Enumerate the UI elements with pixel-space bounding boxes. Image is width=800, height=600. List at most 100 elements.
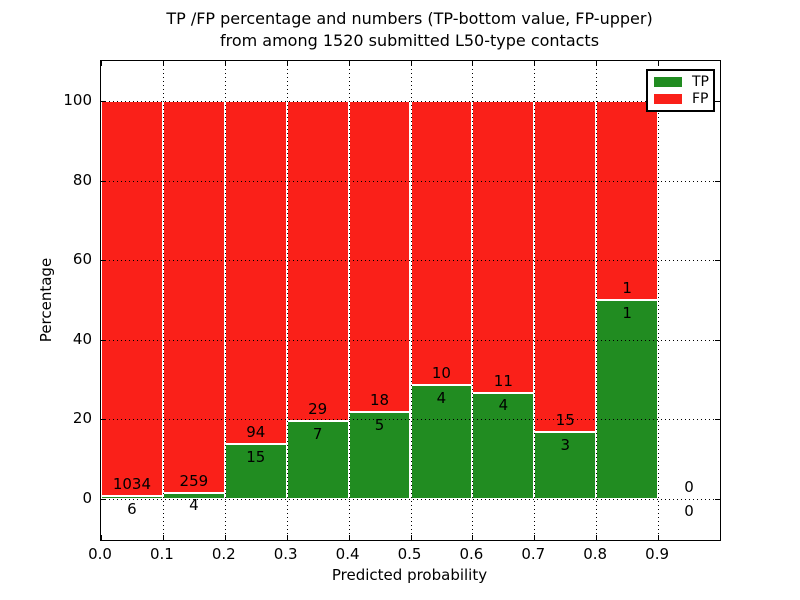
tick-mark-top: [348, 61, 350, 66]
tick-mark-left: [101, 260, 106, 262]
bar-count-label-tp: 5: [374, 415, 385, 434]
tick-mark-bottom: [348, 535, 350, 540]
y-tick-label: 40: [72, 329, 92, 348]
y-tick-label: 80: [72, 170, 92, 189]
gridline-vertical: [162, 61, 164, 540]
tick-mark-left: [101, 180, 106, 182]
tick-mark-left: [101, 498, 106, 500]
bar-count-label-fp: 94: [246, 423, 266, 442]
gridline-vertical: [534, 61, 536, 540]
bar-count-label-tp: 7: [312, 425, 323, 444]
bars-layer: [101, 61, 720, 540]
bar-segment-fp: [286, 101, 349, 422]
bar-segment-fp: [472, 101, 535, 393]
x-tick-label: 0.0: [88, 545, 112, 563]
gridline-vertical: [286, 61, 288, 540]
y-tick-label: 0: [82, 488, 92, 507]
bar-count-label-tp: 4: [498, 396, 509, 415]
bar-count-label-fp: 259: [179, 471, 209, 490]
bar-count-label-tp: 6: [127, 500, 137, 519]
legend-row-tp: TP: [654, 74, 709, 91]
bar-count-label-fp: 15: [555, 411, 575, 430]
gridline-vertical: [224, 61, 226, 540]
bar-segment-fp: [162, 101, 225, 493]
bar-segment-tp: [224, 443, 287, 499]
tick-mark-right: [715, 419, 720, 421]
tick-mark-right: [715, 339, 720, 341]
x-tick-label: 0.9: [645, 545, 670, 563]
legend-row-fp: FP: [654, 90, 709, 107]
x-tick-label: 0.3: [273, 545, 298, 563]
bar-count-label-tp: 0: [684, 502, 694, 521]
tick-mark-top: [101, 61, 102, 66]
bar-count-label-fp: 1034: [112, 475, 152, 494]
tick-mark-left: [101, 419, 106, 421]
tick-mark-top: [162, 61, 164, 66]
tick-mark-top: [410, 61, 412, 66]
bar-labels-layer: 1034 6 259 4 94 15 29 7 18 5 10 4 11 4 15 3 1 1 0 0: [101, 61, 720, 540]
tick-mark-top: [658, 61, 660, 66]
x-tick-label: 0.4: [335, 545, 360, 563]
tick-mark-bottom: [410, 535, 412, 540]
bar-segment-fp: [534, 101, 597, 433]
x-tick-label: 0.5: [397, 545, 422, 563]
bar-segment-tp: [101, 496, 163, 499]
bar-count-label-tp: 4: [189, 496, 199, 515]
tick-mark-top: [534, 61, 536, 66]
tick-mark-bottom: [596, 535, 598, 540]
gridline-vertical: [596, 61, 598, 540]
tick-mark-top: [596, 61, 598, 66]
bar-count-label-tp: 15: [246, 447, 266, 466]
tick-mark-bottom: [534, 535, 536, 540]
legend-label-fp: FP: [692, 90, 709, 107]
tick-mark-right: [715, 101, 720, 103]
y-tick-label: 20: [72, 409, 92, 428]
bar-count-label-fp: 11: [493, 371, 513, 390]
tick-mark-right: [715, 260, 720, 262]
bar-count-label-tp: 1: [622, 303, 632, 322]
y-tick-label: 60: [72, 250, 92, 269]
tick-mark-left: [101, 101, 106, 103]
bar-count-label-fp: 10: [431, 364, 451, 383]
bar-count-label-fp: 1: [622, 278, 632, 297]
gridline-vertical: [472, 61, 474, 540]
tick-mark-bottom: [101, 535, 102, 540]
x-tick-label: 0.6: [459, 545, 484, 563]
bar-count-label-tp: 3: [560, 436, 571, 455]
bar-segment-tp: [472, 392, 535, 499]
bar-count-label-fp: 29: [308, 400, 328, 419]
tick-mark-bottom: [286, 535, 288, 540]
tick-mark-bottom: [162, 535, 164, 540]
x-tick-label: 0.2: [211, 545, 236, 563]
chart-title-line1: TP /FP percentage and numbers (TP-bottom…: [166, 9, 653, 28]
tick-mark-bottom: [658, 535, 660, 540]
bar-count-label-fp: 18: [370, 391, 390, 410]
bar-segment-tp: [410, 385, 473, 499]
y-tick-label: 100: [63, 91, 92, 110]
tick-mark-top: [286, 61, 288, 66]
bar-segment-fp: [224, 101, 287, 444]
bar-segment-fp: [101, 101, 163, 497]
legend-swatch-fp: [654, 93, 682, 104]
tick-mark-right: [715, 180, 720, 182]
tick-mark-right: [715, 498, 720, 500]
grid-layer: [101, 61, 720, 540]
x-tick-label: 0.1: [149, 545, 174, 563]
legend: TP FP: [646, 69, 715, 112]
tick-mark-bottom: [472, 535, 474, 540]
tick-mark-top: [224, 61, 226, 66]
gridline-vertical: [658, 61, 660, 540]
bar-count-label-fp: 0: [684, 477, 694, 496]
chart-title: TP /FP percentage and numbers (TP-bottom…: [100, 8, 719, 52]
gridline-vertical: [410, 61, 412, 540]
gridline-vertical: [348, 61, 350, 540]
tick-mark-left: [101, 339, 106, 341]
x-tick-label: 0.7: [521, 545, 546, 563]
ticks-layer: [101, 61, 720, 540]
plot-area: 1034 6 259 4 94 15 29 7 18 5 10 4 11 4 15 3 1 1 0 0 TP FP: [100, 60, 721, 541]
x-tick-label: 0.8: [583, 545, 608, 563]
bar-count-label-tp: 4: [436, 388, 447, 407]
chart-title-line2: from among 1520 submitted L50-type conta…: [219, 31, 600, 50]
legend-label-tp: TP: [692, 74, 709, 91]
